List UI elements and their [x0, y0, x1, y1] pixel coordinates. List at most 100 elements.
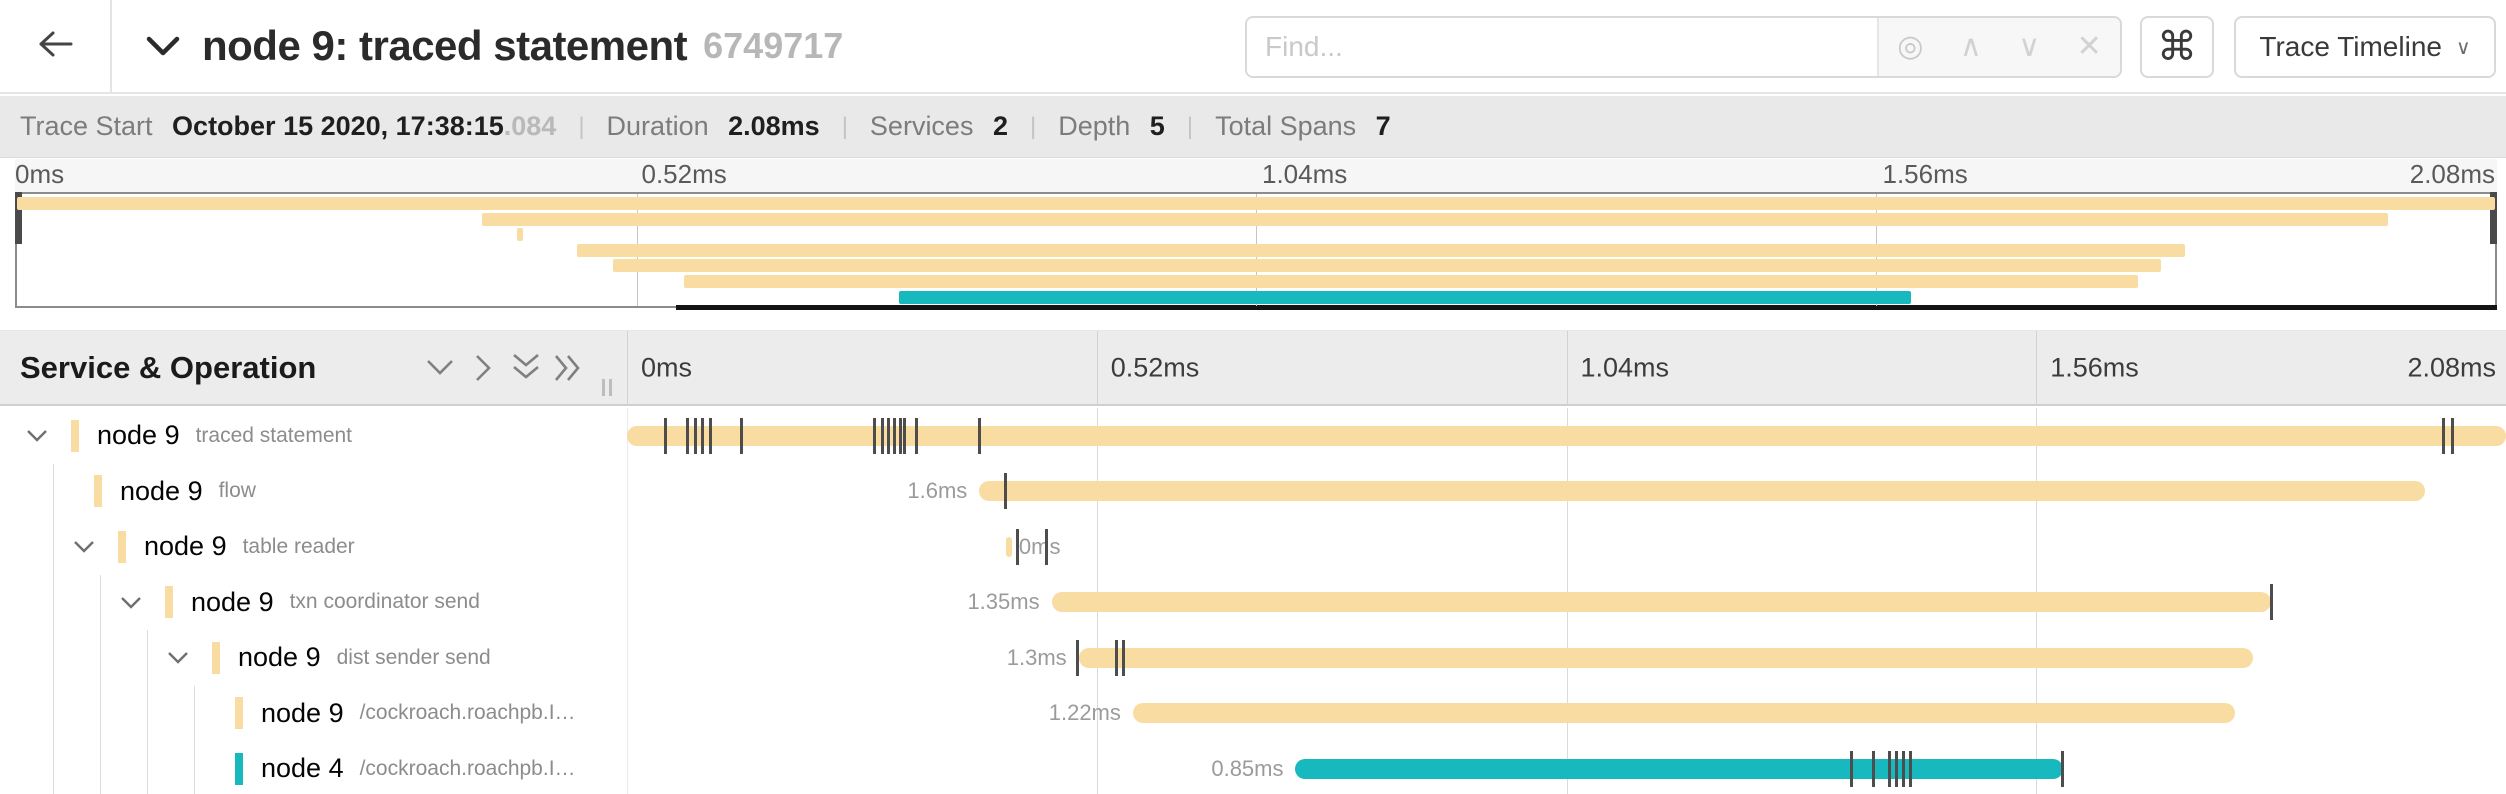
service-name: node 4	[261, 753, 344, 784]
span-name-cell[interactable]: node 9 dist sender send	[0, 630, 627, 686]
span-bar[interactable]	[1051, 592, 2272, 613]
span-duration-label: 0.85ms	[1211, 755, 1284, 781]
find-input[interactable]	[1247, 18, 1877, 76]
minimap-canvas[interactable]	[15, 192, 2497, 310]
minimap-span-bar	[481, 212, 2388, 226]
span-name-cell[interactable]: node 9 table reader	[0, 519, 627, 575]
span-bar[interactable]	[979, 481, 2425, 502]
keyboard-shortcuts-button[interactable]: ⌘	[2140, 16, 2214, 78]
tree-chevron-icon[interactable]	[119, 595, 165, 610]
span-log-tick[interactable]	[872, 417, 876, 454]
span-log-tick[interactable]	[739, 417, 743, 454]
span-log-tick[interactable]	[1850, 750, 1854, 787]
collapse-all-icon[interactable]	[504, 352, 547, 384]
span-bar[interactable]	[1295, 758, 2064, 779]
span-timeline-cell[interactable]: 1.35ms	[627, 575, 2506, 631]
span-log-tick[interactable]	[2441, 417, 2445, 454]
expand-all-icon[interactable]	[547, 352, 590, 384]
prev-result-icon[interactable]: ∧	[1959, 30, 1982, 63]
minimap-viewport-indicator[interactable]	[676, 305, 2497, 310]
span-row: node 9 dist sender send 1.3ms	[0, 630, 2506, 686]
command-icon: ⌘	[2157, 25, 2197, 69]
span-bar[interactable]	[1132, 703, 2235, 724]
tree-controls	[418, 352, 590, 384]
column-divider	[2036, 331, 2038, 404]
tree-chevron-icon[interactable]	[166, 650, 212, 665]
span-log-tick[interactable]	[1121, 639, 1125, 676]
span-name-cell[interactable]: node 9 traced statement	[0, 408, 627, 464]
span-log-tick[interactable]	[1016, 528, 1020, 565]
span-timeline-cell[interactable]: 0.85ms	[627, 741, 2506, 794]
back-button[interactable]	[0, 0, 112, 92]
collapse-trace-chevron-icon[interactable]	[146, 35, 180, 57]
trace-view-selector[interactable]: Trace Timeline ∨	[2234, 16, 2496, 78]
span-log-tick[interactable]	[1895, 750, 1899, 787]
indent-guide	[147, 685, 148, 741]
span-timeline-cell[interactable]	[627, 408, 2506, 464]
span-log-tick[interactable]	[2450, 417, 2454, 454]
span-log-tick[interactable]	[1908, 750, 1912, 787]
find-bar: ◎ ∧ ∨ ✕	[1245, 16, 2122, 78]
span-log-tick[interactable]	[893, 417, 897, 454]
minimap-axis-label: 0ms	[15, 159, 65, 189]
summary-item: Trace Start October 15 2020, 17:38:15.08…	[20, 111, 556, 142]
span-timeline-cell[interactable]: 1.22ms	[627, 686, 2506, 742]
span-log-tick[interactable]	[1075, 639, 1079, 676]
span-log-tick[interactable]	[2060, 750, 2064, 787]
trace-summary-bar: Trace Start October 15 2020, 17:38:15.08…	[0, 96, 2506, 158]
span-name-cell[interactable]: node 9 txn coordinator send	[0, 574, 627, 630]
span-timeline-cell[interactable]: 1.3ms	[627, 630, 2506, 686]
span-timeline-cell[interactable]: 1.6ms	[627, 464, 2506, 520]
span-log-tick[interactable]	[880, 417, 884, 454]
span-name-cell[interactable]: node 9 flow	[0, 463, 627, 519]
span-log-tick[interactable]	[709, 417, 713, 454]
expand-one-icon[interactable]	[461, 352, 504, 384]
span-log-tick[interactable]	[978, 417, 982, 454]
span-duration-label: 1.6ms	[907, 478, 968, 504]
chevron-down-icon: ∨	[2455, 36, 2471, 59]
span-log-tick[interactable]	[663, 417, 667, 454]
span-log-tick[interactable]	[1003, 473, 1007, 510]
span-log-tick[interactable]	[1045, 528, 1049, 565]
span-name-cell[interactable]: node 9/cockroach.roachpb.I…	[0, 685, 627, 741]
span-timeline-cell[interactable]: 0ms	[627, 519, 2506, 575]
span-log-tick[interactable]	[693, 417, 697, 454]
span-log-tick[interactable]	[1888, 750, 1891, 787]
span-log-tick[interactable]	[903, 417, 907, 454]
span-bar[interactable]	[1078, 647, 2254, 668]
span-log-tick[interactable]	[1871, 750, 1875, 787]
span-log-tick[interactable]	[2270, 584, 2274, 621]
indent-guide	[53, 519, 54, 575]
span-log-tick[interactable]	[915, 417, 919, 454]
minimap-span-bar	[17, 197, 2495, 210]
service-color-bar	[118, 530, 126, 563]
tree-chevron-icon[interactable]	[72, 539, 118, 554]
summary-label: Depth	[1058, 111, 1138, 141]
indent-guide	[53, 630, 54, 686]
span-log-tick[interactable]	[1114, 639, 1118, 676]
minimap-right-scrubber[interactable]	[2490, 192, 2497, 244]
match-target-icon[interactable]: ◎	[1897, 30, 1924, 63]
span-log-tick[interactable]	[700, 417, 704, 454]
span-log-tick[interactable]	[685, 417, 689, 454]
span-bar[interactable]	[627, 425, 2506, 446]
summary-label: Services	[869, 111, 981, 141]
timeline-gridline	[627, 408, 628, 794]
span-log-tick[interactable]	[1901, 750, 1905, 787]
clear-search-icon[interactable]: ✕	[2076, 30, 2102, 63]
summary-separator: |	[1186, 112, 1194, 140]
next-result-icon[interactable]: ∨	[2018, 30, 2041, 63]
collapse-one-icon[interactable]	[418, 352, 461, 384]
indent-guide	[194, 685, 195, 741]
minimap-left-scrubber[interactable]	[15, 192, 22, 244]
span-bar[interactable]	[1006, 536, 1013, 557]
span-log-tick[interactable]	[887, 417, 891, 454]
span-name-cell[interactable]: node 4/cockroach.roachpb.I…	[0, 741, 627, 794]
timeline-column-header: Service & Operation 0ms 0.52ms 1.04ms 1.56m…	[0, 330, 2506, 406]
span-log-tick[interactable]	[898, 417, 902, 454]
column-resize-grip[interactable]	[602, 379, 616, 396]
summary-value: 2	[992, 111, 1008, 141]
trace-title-wrap: node 9: traced statement 6749717	[146, 22, 843, 70]
column-divider	[1096, 331, 1098, 404]
tree-chevron-icon[interactable]	[25, 428, 71, 443]
